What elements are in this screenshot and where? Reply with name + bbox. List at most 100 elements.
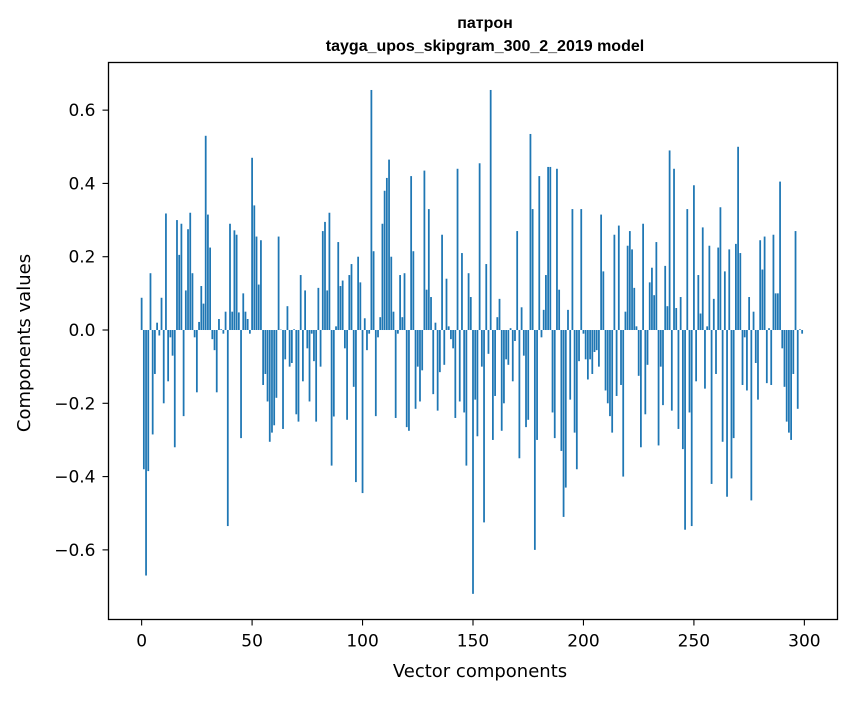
bar-163: [501, 330, 503, 431]
bar-14: [172, 330, 174, 356]
bar-233: [655, 242, 657, 330]
bar-204: [591, 330, 593, 374]
bar-90: [340, 286, 342, 330]
bar-226: [640, 330, 642, 447]
bar-6: [154, 330, 156, 374]
bar-136: [441, 235, 443, 330]
x-tick-label: 200: [567, 632, 599, 652]
bar-155: [483, 330, 485, 522]
bar-193: [567, 310, 569, 330]
bar-57: [267, 330, 269, 401]
bar-48: [247, 319, 249, 330]
bar-56: [264, 330, 266, 374]
bar-3: [147, 330, 149, 471]
bar-36: [220, 329, 222, 330]
chart-subtitle: tayga_upos_skipgram_300_2_2019 model: [326, 38, 644, 55]
bar-125: [417, 330, 419, 367]
bar-252: [697, 275, 699, 330]
bar-116: [397, 330, 399, 334]
bar-109: [382, 224, 384, 330]
bar-114: [393, 312, 395, 330]
bar-235: [660, 330, 662, 367]
bar-146: [463, 330, 465, 412]
bar-268: [733, 330, 735, 438]
bar-216: [618, 226, 620, 330]
x-tick-label: 0: [136, 632, 147, 652]
bar-51: [253, 205, 255, 330]
bar-281: [762, 270, 764, 330]
bar-0: [141, 298, 143, 330]
bar-284: [768, 328, 770, 330]
bar-59: [271, 330, 273, 433]
bar-292: [786, 330, 788, 422]
bar-16: [176, 220, 178, 330]
bar-34: [216, 330, 218, 392]
bar-72: [300, 275, 302, 330]
bar-184: [547, 167, 549, 330]
bar-145: [461, 253, 463, 330]
bar-230: [649, 282, 651, 330]
x-tick-label: 100: [346, 632, 378, 652]
bar-104: [371, 90, 373, 330]
bar-139: [448, 326, 450, 330]
bar-19: [183, 330, 185, 416]
bar-61: [276, 330, 278, 398]
bar-257: [708, 246, 710, 330]
bar-54: [260, 240, 262, 330]
bar-27: [200, 286, 202, 330]
bar-267: [731, 330, 733, 478]
bar-7: [156, 323, 158, 330]
bar-213: [611, 330, 613, 433]
bar-262: [720, 207, 722, 330]
bar-98: [357, 257, 359, 330]
bar-81: [320, 330, 322, 367]
bar-49: [249, 330, 251, 334]
bar-121: [408, 330, 410, 431]
bar-250: [693, 185, 695, 330]
bar-68: [291, 330, 293, 363]
bar-152: [477, 330, 479, 436]
bar-279: [757, 330, 759, 400]
bar-200: [583, 330, 585, 334]
bar-182: [543, 310, 545, 330]
y-tick-label: 0.0: [68, 321, 95, 341]
bar-1: [143, 330, 145, 469]
bar-60: [273, 330, 275, 425]
bar-9: [161, 298, 163, 330]
bar-209: [602, 271, 604, 330]
bar-107: [377, 330, 379, 337]
bar-247: [686, 209, 688, 330]
bar-291: [784, 330, 786, 387]
bar-165: [505, 330, 507, 359]
bar-86: [331, 330, 333, 466]
bar-130: [428, 209, 430, 330]
bar-95: [351, 264, 353, 330]
bar-88: [335, 326, 337, 330]
bar-172: [521, 307, 523, 330]
bar-110: [384, 191, 386, 330]
bar-156: [485, 264, 487, 330]
bar-29: [205, 136, 207, 330]
bar-240: [671, 330, 673, 411]
bar-159: [492, 330, 494, 440]
bar-254: [702, 227, 704, 330]
bar-289: [779, 182, 781, 330]
bar-196: [574, 330, 576, 433]
bar-127: [421, 330, 423, 370]
bar-158: [490, 90, 492, 330]
bar-208: [600, 215, 602, 330]
bar-138: [446, 279, 448, 330]
bar-222: [631, 249, 633, 330]
bar-62: [278, 237, 280, 330]
bar-168: [512, 330, 514, 381]
bar-8: [158, 330, 160, 336]
bar-298: [799, 329, 801, 330]
bar-229: [647, 330, 649, 365]
bar-272: [742, 330, 744, 385]
bar-271: [739, 253, 741, 330]
bar-218: [622, 330, 624, 477]
bar-238: [667, 306, 669, 330]
bar-133: [435, 323, 437, 330]
bar-197: [576, 330, 578, 469]
